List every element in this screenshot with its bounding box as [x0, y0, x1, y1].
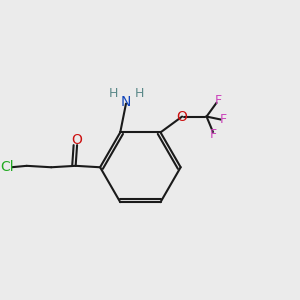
Text: Cl: Cl	[0, 160, 14, 174]
Text: O: O	[177, 110, 188, 124]
Text: N: N	[121, 95, 131, 109]
Text: F: F	[210, 128, 217, 141]
Text: H: H	[108, 87, 118, 100]
Text: F: F	[220, 113, 227, 126]
Text: O: O	[72, 133, 83, 147]
Text: H: H	[134, 87, 144, 100]
Text: F: F	[215, 94, 222, 107]
